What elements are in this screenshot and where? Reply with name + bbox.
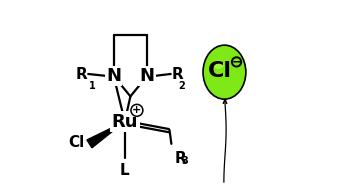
Text: 2: 2 (178, 81, 185, 91)
Text: 3: 3 (182, 156, 188, 166)
Text: Cl: Cl (208, 61, 232, 81)
Text: Cl: Cl (68, 135, 85, 150)
Text: L: L (120, 163, 129, 178)
Text: Ru: Ru (112, 112, 138, 130)
Text: −: − (231, 55, 242, 68)
Text: R: R (171, 67, 183, 81)
Text: N: N (106, 67, 121, 85)
Text: +: + (132, 105, 142, 115)
Text: R: R (175, 151, 187, 166)
Text: R: R (76, 67, 87, 81)
Polygon shape (87, 122, 125, 148)
Text: 1: 1 (88, 81, 95, 91)
Ellipse shape (213, 60, 224, 69)
Ellipse shape (203, 45, 246, 99)
Text: N: N (140, 67, 155, 85)
